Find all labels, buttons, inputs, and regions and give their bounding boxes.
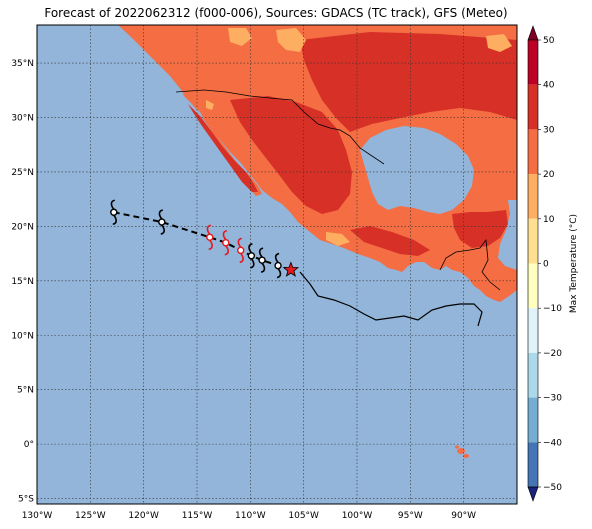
- us-mexico-border: [175, 89, 385, 165]
- map-title: Forecast of 2022062312 (f000-006), Sourc…: [44, 6, 508, 20]
- land-mild-5: [206, 100, 214, 110]
- colorbar-band: [528, 263, 538, 309]
- colorbar-tick-label: −10: [543, 304, 562, 314]
- lon-tick-label: 110°W: [235, 511, 266, 521]
- gridlines: [37, 25, 517, 504]
- lat-tick-label: 5°N: [17, 386, 34, 396]
- colorbar-band: [528, 40, 538, 85]
- colorbar-band: [528, 352, 538, 398]
- lon-tick-label: 95°W: [398, 511, 423, 521]
- colorbar-band: [528, 84, 538, 130]
- colorbar-tick-label: 30: [543, 125, 555, 135]
- lat-tick-label: 20°N: [11, 222, 34, 232]
- tropical-storm-icon: [237, 237, 245, 264]
- colorbar-tick-label: −20: [543, 349, 562, 359]
- tropical-storm-icon: [222, 229, 230, 256]
- lat-tick-label: 15°N: [11, 277, 34, 287]
- land-hot-region-1: [300, 32, 517, 132]
- colorbar-band: [528, 174, 538, 219]
- pacific-coast-outline: [299, 271, 483, 327]
- land-mild-1: [276, 28, 306, 52]
- lon-tick-label: 125°W: [75, 511, 106, 521]
- tropical-storm-icon: [158, 209, 166, 235]
- colorbar-label: Max Temperature (°C): [569, 214, 579, 313]
- lat-tick-label: 35°N: [11, 59, 34, 69]
- colorbar-tick-label: −40: [543, 438, 562, 448]
- lon-tick-label: 90°W: [451, 511, 476, 521]
- map-axes: 130°W 125°W 120°W 115°W 110°W 105°W 100°W 95°W 9…: [11, 59, 476, 521]
- lat-tick-label: 0°: [24, 440, 34, 450]
- lat-tick-label: 30°N: [11, 114, 34, 124]
- lon-tick-label: 100°W: [342, 511, 373, 521]
- land-mild-3: [486, 34, 512, 52]
- current-position-star-icon: [282, 261, 300, 277]
- land-mild-2: [228, 28, 252, 46]
- lat-tick-label: 10°N: [11, 331, 34, 341]
- colorbar: 50 40 30 20 10 0 −10 −20 −30 −40 −50 Max Temperatur…: [527, 25, 579, 502]
- land-hot-south: [350, 226, 430, 256]
- tropical-storm-icon: [110, 199, 118, 226]
- tropical-storm-icon: [247, 243, 256, 269]
- map-panel: 130°W 125°W 120°W 115°W 110°W 105°W 100°W 95°W 9…: [11, 24, 518, 521]
- guatemala-border: [439, 238, 501, 291]
- tropical-storm-icon: [206, 224, 214, 251]
- lat-tick-label: 25°N: [11, 168, 34, 178]
- colorbar-tick-label: 50: [543, 36, 555, 46]
- lon-tick-label: 130°W: [22, 511, 53, 521]
- storm-track: [110, 199, 300, 279]
- colorbar-tick-label: −30: [543, 394, 562, 404]
- colorbar-band: [528, 308, 538, 353]
- lon-tick-label: 120°W: [128, 511, 159, 521]
- map-frame: [36, 24, 518, 505]
- colorbar-tick-label: −50: [543, 483, 562, 493]
- lat-tick-label: 5°S: [18, 495, 34, 505]
- colorbar-extend-bottom: [527, 486, 539, 502]
- gulf-of-mexico: [360, 126, 474, 214]
- lon-tick-label: 105°W: [288, 511, 319, 521]
- colorbar-band: [528, 397, 538, 443]
- colorbar-tick-label: 0: [543, 260, 549, 270]
- galapagos-islands: [455, 445, 469, 458]
- colorbar-extend-top: [527, 25, 539, 41]
- caribbean-sea: [498, 200, 517, 270]
- tropical-storm-icon: [274, 252, 282, 279]
- tropical-storm-icon: [258, 247, 266, 273]
- land-hot-yucatan: [452, 210, 508, 248]
- land-hot-baja: [188, 104, 258, 192]
- colorbar-tick-label: 10: [543, 215, 555, 225]
- colorbar-tick-label: 20: [543, 170, 555, 180]
- land-mild-4: [326, 232, 350, 246]
- colorbar-band: [528, 218, 538, 264]
- colorbar-band: [528, 442, 538, 487]
- colorbar-band: [528, 129, 538, 175]
- lon-tick-label: 115°W: [182, 511, 213, 521]
- colorbar-tick-label: 40: [543, 81, 555, 91]
